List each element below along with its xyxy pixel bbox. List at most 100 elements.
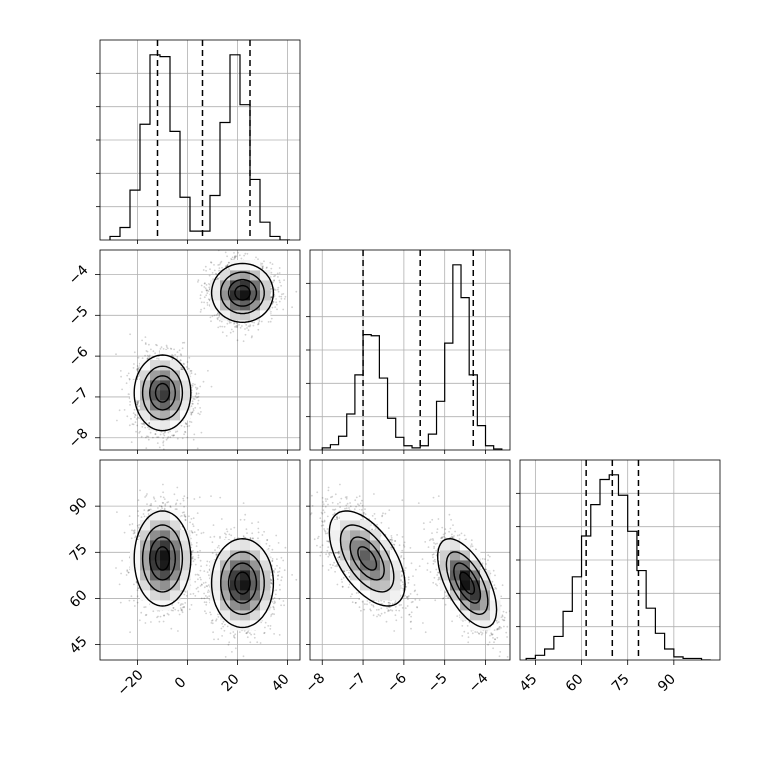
sample-point (169, 430, 172, 433)
sample-point (252, 324, 255, 327)
sample-point (150, 503, 153, 505)
sample-point (205, 294, 208, 297)
sample-point (142, 423, 144, 426)
sample-point (226, 322, 229, 325)
sample-point (270, 271, 273, 274)
sample-point (133, 351, 136, 354)
sample-point (223, 325, 226, 328)
sample-point (272, 281, 274, 284)
sample-point (198, 496, 201, 499)
sample-point (220, 320, 223, 323)
sample-point (278, 279, 281, 282)
sample-point (233, 325, 236, 328)
density-cell (240, 310, 251, 321)
sample-point (188, 425, 191, 427)
sample-point (190, 518, 193, 520)
sample-point (194, 406, 197, 409)
sample-point (183, 605, 185, 608)
sample-point (197, 402, 199, 405)
sample-point (261, 262, 264, 265)
sample-point (133, 363, 135, 365)
sample-point (146, 354, 149, 357)
sample-point (232, 330, 235, 333)
sample-point (234, 256, 236, 259)
sample-point (198, 413, 201, 416)
sample-point (156, 344, 158, 347)
sample-point (138, 405, 141, 408)
sample-point (277, 288, 279, 291)
panel-frame (519, 459, 721, 661)
sample-point (192, 397, 195, 400)
sample-point (127, 393, 130, 396)
sample-point (228, 322, 231, 324)
sample-point (130, 441, 133, 443)
sample-point (180, 354, 183, 357)
sample-point (147, 426, 149, 429)
sample-point (230, 321, 232, 324)
sample-point (141, 339, 144, 342)
sample-point (192, 403, 194, 405)
density-cell (140, 360, 151, 371)
sample-point (159, 348, 162, 350)
sample-point (276, 308, 278, 311)
sample-point (197, 392, 200, 395)
sample-point (136, 424, 139, 427)
sample-point (210, 320, 212, 323)
sample-point (134, 421, 137, 424)
density-cell (230, 260, 241, 271)
sample-point (148, 428, 151, 431)
sample-point (155, 343, 157, 346)
sample-point (243, 254, 246, 257)
sample-point (132, 367, 135, 369)
sample-point (269, 320, 272, 323)
sample-point (190, 413, 193, 416)
density-cell (150, 370, 161, 381)
sample-point (185, 366, 188, 368)
sample-point (148, 423, 151, 425)
sample-point (249, 325, 251, 328)
sample-point (273, 288, 276, 290)
sample-point (194, 383, 196, 386)
density-cell (230, 300, 241, 311)
density-cell (160, 420, 171, 431)
density-cell (220, 290, 231, 301)
density-cell (150, 410, 161, 421)
sample-point (189, 420, 191, 423)
sample-point (217, 277, 220, 280)
sample-point (278, 272, 281, 274)
sample-point (276, 303, 278, 306)
sample-point (146, 357, 149, 360)
sample-point (167, 431, 170, 434)
sample-point (172, 354, 175, 357)
sample-point (182, 362, 185, 365)
sample-point (192, 409, 195, 412)
sample-point (242, 340, 245, 343)
sample-point (209, 316, 212, 319)
sample-point (172, 435, 175, 437)
sample-point (265, 267, 268, 269)
sample-point (189, 521, 192, 524)
sample-point (180, 424, 183, 427)
sample-point (258, 320, 261, 323)
sample-point (181, 368, 184, 371)
sample-point (280, 295, 283, 298)
density-cell (260, 310, 271, 321)
sample-point (118, 409, 121, 412)
sample-point (270, 296, 273, 298)
sample-point (208, 283, 210, 285)
sample-point (163, 434, 166, 437)
sample-point (260, 264, 262, 266)
contour-line (133, 354, 192, 432)
sample-point (148, 343, 150, 346)
panel-frame (99, 249, 301, 451)
sample-point (213, 314, 216, 317)
density-cell (170, 420, 181, 431)
density-cell (220, 270, 231, 281)
sample-point (257, 258, 259, 261)
sample-point (172, 607, 175, 609)
density-cell (170, 410, 181, 421)
sample-point (200, 301, 203, 304)
sample-point (206, 304, 209, 306)
sample-point (135, 418, 138, 420)
sample-point (184, 431, 187, 434)
